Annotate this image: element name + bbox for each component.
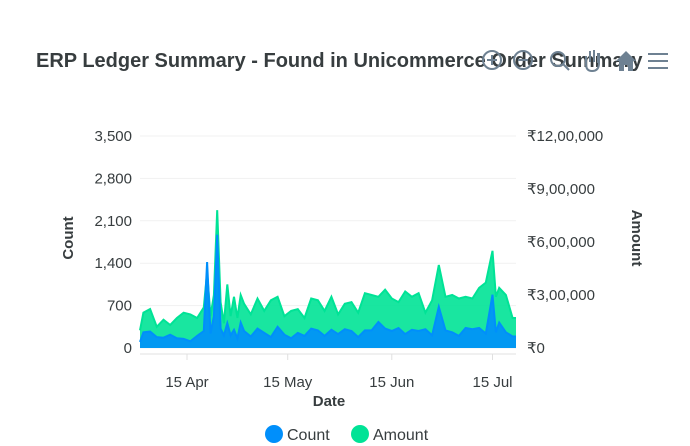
x-tick-label: 15 Jun <box>369 374 414 391</box>
y-axis-right-title: Amount <box>628 210 645 267</box>
reset-home-icon[interactable] <box>616 51 636 71</box>
y-axis-right: ₹0 ₹3,00,000 ₹6,00,000 ₹9,00,000 ₹12,00,000 <box>527 128 603 357</box>
y-left-tick-label: 3,500 <box>94 128 132 145</box>
menu-icon[interactable] <box>648 53 668 69</box>
y-axis-left: 0 700 1,400 2,100 2,800 3,500 <box>94 128 132 357</box>
zoom-out-icon[interactable] <box>513 50 533 70</box>
selection-zoom-icon[interactable] <box>550 51 570 71</box>
pan-hand-icon[interactable] <box>585 50 600 73</box>
chart-toolbar <box>482 50 668 73</box>
y-left-tick-label: 700 <box>107 298 132 315</box>
x-axis: 15 Apr 15 May 15 Jun 15 Jul <box>140 353 516 391</box>
x-tick-label: 15 Jul <box>472 374 512 391</box>
legend: Count Amount <box>265 425 429 444</box>
y-axis-left-title: Count <box>60 216 77 259</box>
y-right-tick-label: ₹9,00,000 <box>527 181 595 198</box>
y-right-tick-label: ₹12,00,000 <box>527 128 603 145</box>
legend-item-count[interactable]: Count <box>265 425 330 444</box>
legend-marker <box>351 425 369 443</box>
x-tick-label: 15 May <box>263 374 313 391</box>
legend-label: Amount <box>373 427 429 444</box>
x-tick-label: 15 Apr <box>165 374 208 391</box>
series-line-count <box>139 234 516 343</box>
legend-item-amount[interactable]: Amount <box>351 425 429 444</box>
y-left-tick-label: 1,400 <box>94 255 132 272</box>
y-right-tick-label: ₹3,00,000 <box>527 287 595 304</box>
legend-marker <box>265 425 283 443</box>
y-left-tick-label: 2,100 <box>94 213 132 230</box>
y-left-tick-label: 2,800 <box>94 170 132 187</box>
series-layer <box>139 210 516 348</box>
y-right-tick-label: ₹0 <box>527 340 545 357</box>
y-left-tick-label: 0 <box>124 340 132 357</box>
zoom-in-icon[interactable] <box>482 50 502 70</box>
y-right-tick-label: ₹6,00,000 <box>527 234 595 251</box>
x-axis-title: Date <box>313 393 346 410</box>
series-area-amount <box>140 210 516 348</box>
legend-label: Count <box>287 427 330 444</box>
